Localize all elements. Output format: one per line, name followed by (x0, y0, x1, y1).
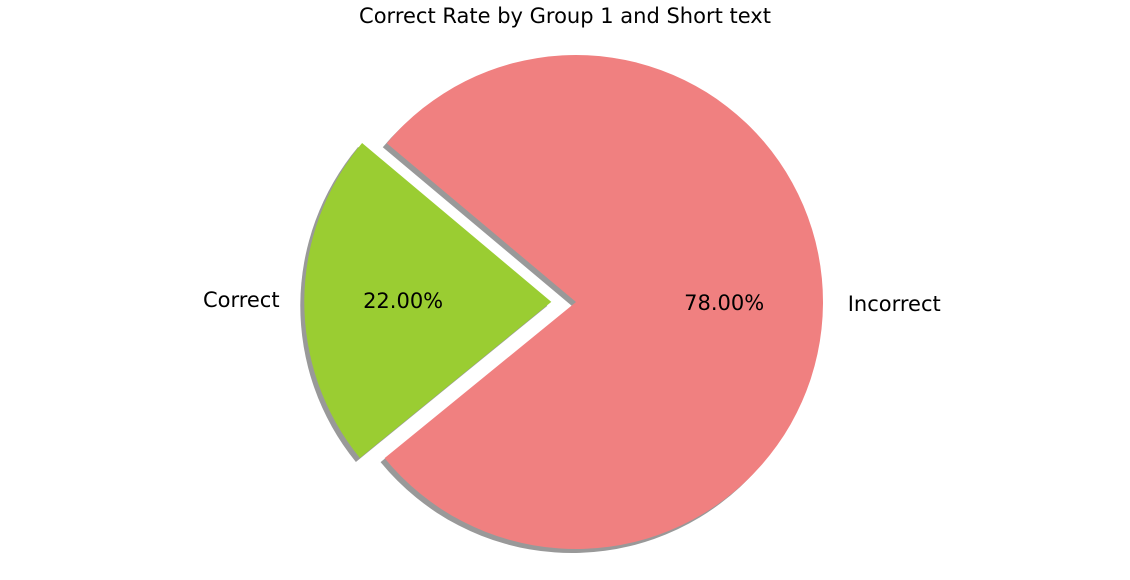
pie-label-layer: Correct 22.00% Incorrect 78.00% (203, 288, 941, 316)
slice-label-correct: Correct (203, 288, 280, 312)
chart-title: Correct Rate by Group 1 and Short text (359, 4, 771, 28)
slice-percent-incorrect: 78.00% (684, 291, 764, 315)
slice-percent-correct: 22.00% (363, 289, 443, 313)
slice-label-incorrect: Incorrect (848, 292, 941, 316)
pie-slice-incorrect (384, 55, 823, 550)
pie-slice-correct (304, 143, 552, 458)
pie-slice-layer (304, 55, 823, 550)
